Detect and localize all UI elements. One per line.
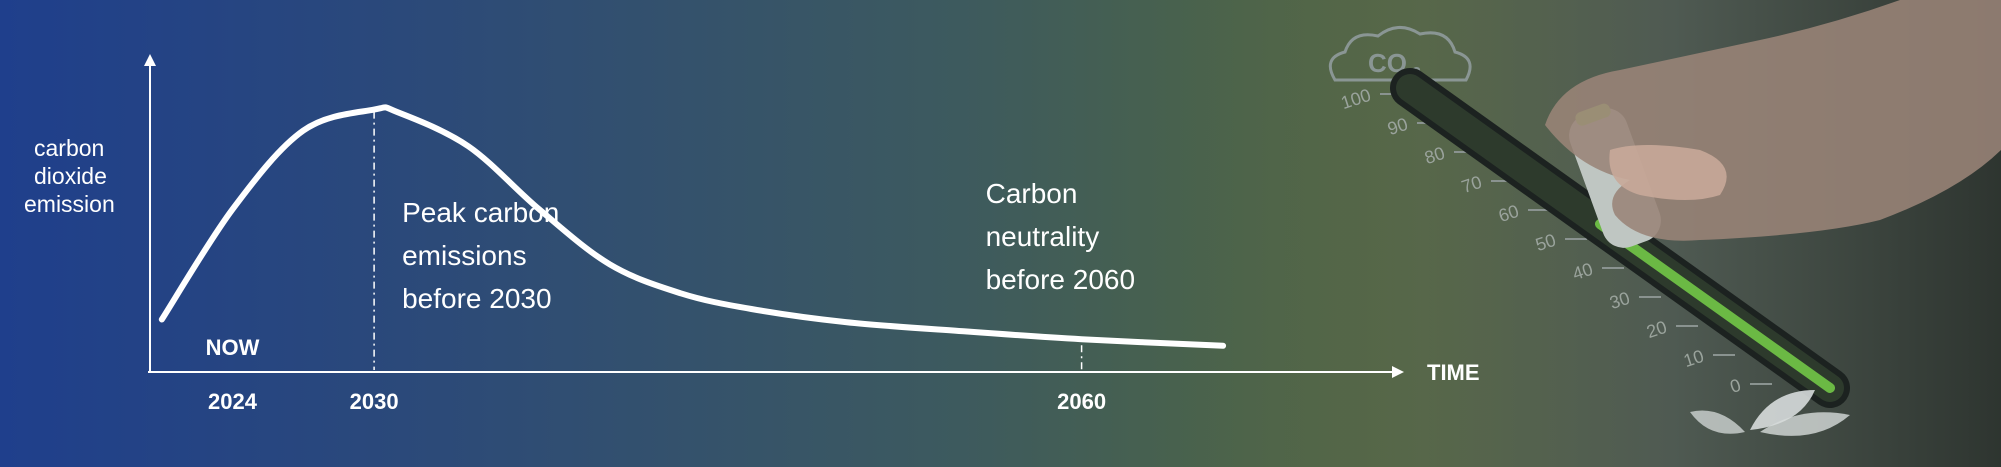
dial-number-40: 40 xyxy=(1570,259,1595,284)
x-tick-label-2024: 2024 xyxy=(208,389,258,414)
y-axis-label-2: dioxide xyxy=(34,163,107,189)
dial-number-20: 20 xyxy=(1644,317,1669,342)
dial-number-30: 30 xyxy=(1607,288,1632,313)
annotation-2060-line-3: before 2060 xyxy=(986,264,1135,295)
annotations: Peak carbon emissions before 2030 Carbon neu… xyxy=(402,178,1135,314)
y-axis-label-1: carbon xyxy=(34,135,104,161)
annotation-2060-line-2: neutrality xyxy=(986,221,1100,252)
annotation-2030-line-3: before 2030 xyxy=(402,283,551,314)
dial-number-60: 60 xyxy=(1496,201,1521,226)
annotation-2030-line-1: Peak carbon xyxy=(402,197,559,228)
dial-number-0: 0 xyxy=(1728,375,1744,397)
emission-curve xyxy=(158,104,1227,349)
dial-number-50: 50 xyxy=(1533,230,1558,255)
x-tick-label-2030: 2030 xyxy=(350,389,399,414)
x-tick-labels: 2024 2030 2060 xyxy=(208,389,1106,414)
dial-number-100: 100 xyxy=(1338,85,1373,113)
dial-number-70: 70 xyxy=(1459,172,1484,197)
now-label: NOW xyxy=(206,335,260,360)
annotation-2060-line-1: Carbon xyxy=(986,178,1078,209)
x-axis-label: TIME xyxy=(1427,360,1480,385)
dial-number-80: 80 xyxy=(1422,143,1447,168)
leaf-logo-icon xyxy=(1690,390,1850,436)
hand-shape xyxy=(1545,0,2001,241)
guide-lines xyxy=(373,111,1083,370)
x-tick-label-2060: 2060 xyxy=(1057,389,1106,414)
co2-cloud-icon: CO 2 xyxy=(1328,26,1472,82)
dial-number-90: 90 xyxy=(1385,114,1410,139)
annotation-2030-line-2: emissions xyxy=(402,240,526,271)
dial-number-10: 10 xyxy=(1681,346,1706,371)
y-axis-label-3: emission xyxy=(24,191,115,217)
